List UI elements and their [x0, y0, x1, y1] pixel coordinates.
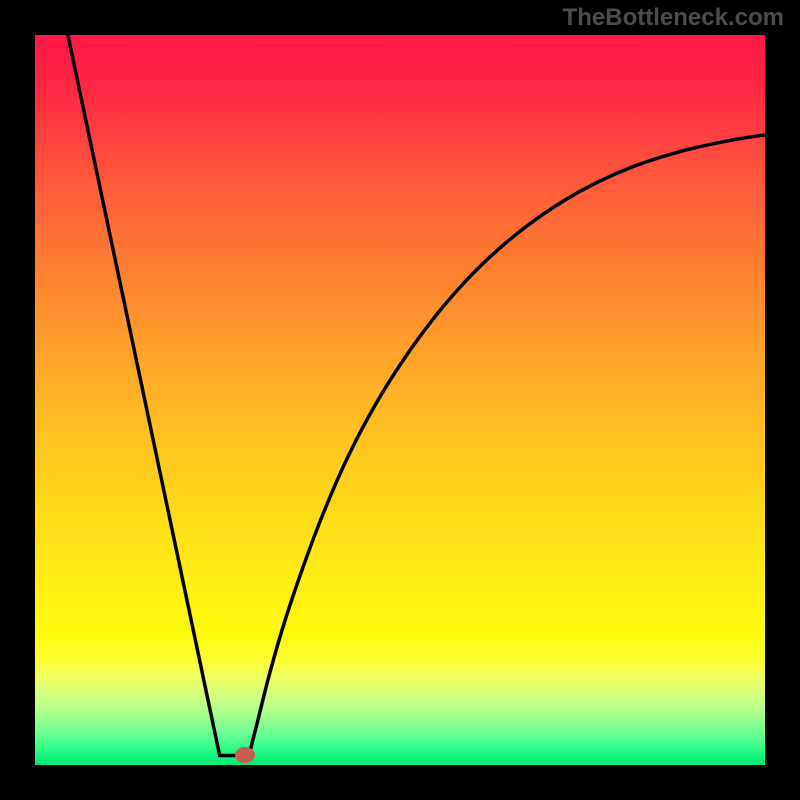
plot-area: [35, 35, 765, 765]
watermark: TheBottleneck.com: [563, 4, 784, 32]
curve-path: [68, 35, 765, 756]
optimal-point-marker: [235, 747, 255, 763]
curve: [35, 35, 765, 765]
chart-container: TheBottleneck.com: [0, 0, 800, 800]
